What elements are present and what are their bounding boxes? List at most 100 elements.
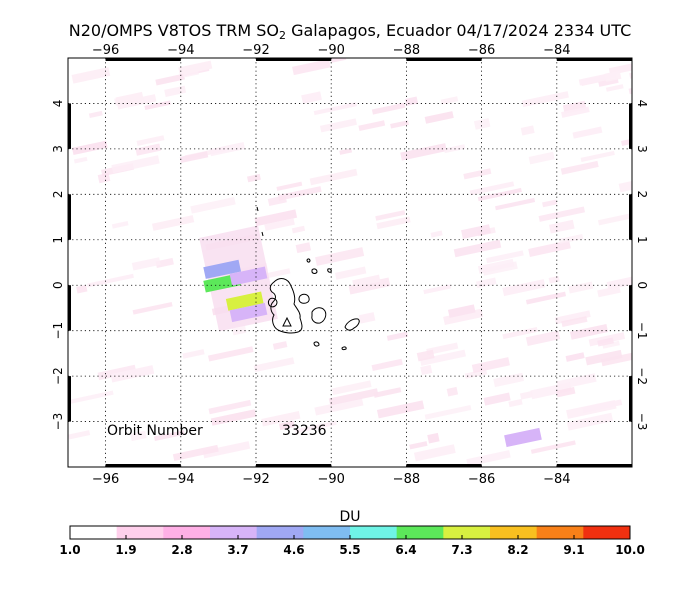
map-title: N20/OMPS V8TOS TRM SO2 Galapagos, Ecuado… bbox=[0, 21, 700, 42]
noise-streak bbox=[181, 67, 200, 78]
noise-streak bbox=[261, 411, 301, 427]
fernandina-island-outline bbox=[267, 297, 278, 308]
santa-cruz-island-outline bbox=[311, 307, 327, 324]
noise-streak bbox=[276, 181, 303, 191]
top-longitude-label: −92 bbox=[242, 43, 269, 58]
left-latitude-labels: 4 3 2 1 0 −1 −2 −3 bbox=[51, 100, 65, 431]
noise-streak bbox=[602, 340, 620, 349]
noise-streak bbox=[292, 58, 331, 76]
noise-streak bbox=[111, 221, 129, 229]
noise-streak bbox=[179, 151, 209, 164]
noise-streak bbox=[453, 239, 502, 258]
noise-streak bbox=[328, 388, 379, 406]
noise-streak bbox=[559, 234, 584, 244]
noise-streak bbox=[210, 409, 257, 426]
noise-streak bbox=[476, 277, 497, 289]
noise-streak bbox=[132, 301, 173, 315]
darwin-island-outline bbox=[256, 206, 259, 212]
noise-streak bbox=[561, 106, 590, 118]
noise-streak bbox=[493, 372, 525, 388]
noise-streak bbox=[561, 316, 588, 328]
bottom-longitude-label: −84 bbox=[543, 472, 570, 487]
noise-streak bbox=[190, 197, 236, 214]
noise-streak bbox=[483, 392, 511, 406]
noise-streak bbox=[373, 387, 402, 398]
map-frame bbox=[67, 57, 633, 468]
noise-streak bbox=[525, 330, 561, 346]
noise-streak bbox=[315, 247, 365, 266]
colorbar-unit-label: DU bbox=[339, 509, 360, 525]
title-prefix: N20/OMPS V8TOS TRM SO bbox=[68, 21, 280, 40]
top-longitude-label: −84 bbox=[543, 43, 570, 58]
noise-streak bbox=[582, 399, 623, 414]
noise-streak bbox=[136, 135, 165, 146]
title-suffix: Galapagos, Ecuador 04/17/2024 2334 UTC bbox=[286, 21, 632, 40]
noise-streak bbox=[272, 341, 288, 350]
noise-streak bbox=[538, 206, 586, 222]
noise-streak bbox=[115, 91, 144, 106]
orbit-number-value: 33236 bbox=[282, 423, 327, 439]
noise-streak bbox=[313, 102, 357, 116]
noise-streak bbox=[71, 67, 111, 84]
bottom-longitude-label: −92 bbox=[242, 472, 269, 487]
right-latitude-label: −3 bbox=[635, 413, 649, 431]
noise-streak bbox=[604, 70, 622, 82]
so2-pixel bbox=[229, 266, 268, 286]
isabela-volcano-outline bbox=[282, 316, 292, 327]
noise-streak bbox=[419, 349, 466, 366]
espanola-island-outline bbox=[341, 346, 347, 351]
noise-streak bbox=[521, 91, 569, 108]
noise-streak bbox=[375, 210, 406, 221]
bottom-longitude-label: −96 bbox=[92, 472, 119, 487]
noise-streak bbox=[528, 240, 571, 257]
noise-streak bbox=[97, 364, 137, 381]
noise-streak bbox=[548, 219, 575, 234]
noise-streak bbox=[207, 346, 254, 362]
right-latitude-label: −1 bbox=[635, 322, 649, 340]
top-longitude-label: −94 bbox=[167, 43, 194, 58]
noise-streak bbox=[508, 398, 523, 408]
noise-streak bbox=[335, 266, 367, 280]
colorbar-tick-label: 10.0 bbox=[615, 543, 645, 557]
right-latitude-label: 3 bbox=[635, 145, 649, 153]
floreana-island-outline bbox=[313, 341, 320, 347]
noise-streak bbox=[473, 118, 491, 130]
top-longitude-label: −96 bbox=[92, 43, 119, 58]
noise-streak bbox=[618, 175, 632, 193]
colorbar-tick-label: 8.2 bbox=[507, 543, 528, 557]
right-latitude-label: −2 bbox=[635, 367, 649, 385]
noise-streak bbox=[164, 85, 187, 98]
noise-streak bbox=[427, 432, 440, 444]
noise-streak bbox=[202, 441, 251, 459]
colorbar-tick-label: 5.5 bbox=[339, 543, 360, 557]
noise-streak bbox=[629, 70, 632, 79]
orbit-number-label: Orbit Number bbox=[107, 423, 203, 439]
noise-streak bbox=[528, 151, 555, 165]
noise-streak bbox=[519, 391, 534, 400]
noise-streak bbox=[339, 148, 353, 155]
so2-pixel-layer bbox=[199, 225, 542, 448]
noise-streak bbox=[426, 342, 459, 356]
noise-streak bbox=[135, 143, 161, 156]
noise-streak bbox=[294, 420, 337, 434]
noise-streak bbox=[530, 382, 572, 400]
colorbar-swatch bbox=[396, 526, 444, 539]
so2-pixel bbox=[504, 427, 542, 448]
noise-streak bbox=[309, 168, 358, 186]
noise-streak bbox=[525, 291, 567, 305]
noise-streak bbox=[390, 120, 409, 129]
noise-streak bbox=[463, 168, 492, 180]
noise-streak bbox=[130, 430, 147, 442]
noise-streak bbox=[267, 195, 287, 206]
left-latitude-label: −2 bbox=[51, 367, 65, 385]
noise-streak bbox=[144, 100, 171, 111]
left-latitude-label: 2 bbox=[51, 191, 65, 199]
right-latitude-label: 2 bbox=[635, 191, 649, 199]
top-longitude-labels: −96 −94 −92 −90 −88 −86 −84 bbox=[92, 43, 571, 58]
noise-streak bbox=[232, 325, 247, 336]
noise-streak bbox=[319, 118, 358, 133]
noise-streak bbox=[597, 285, 621, 298]
noise-streak bbox=[371, 358, 403, 371]
noise-streak bbox=[358, 120, 386, 132]
bottom-longitude-label: −94 bbox=[167, 472, 194, 487]
